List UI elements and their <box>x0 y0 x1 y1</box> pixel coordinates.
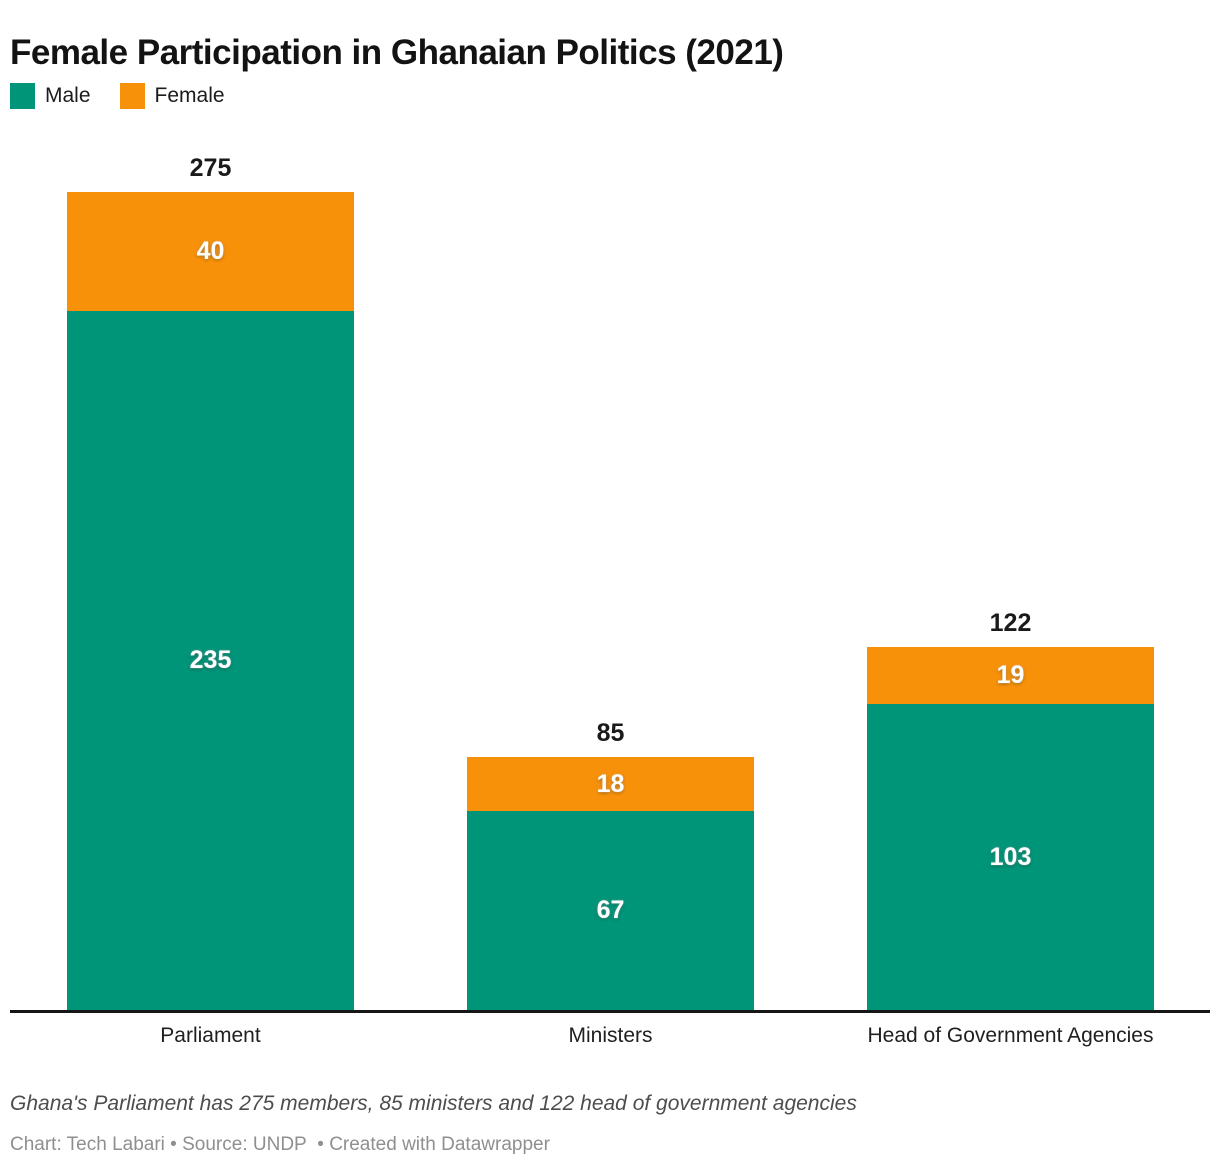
segment-value-label: 40 <box>196 237 225 265</box>
segment-value-label: 18 <box>596 769 625 798</box>
bar-ministers: 85 18 67 <box>467 719 754 1010</box>
segment-male-ministers: 67 <box>467 811 754 1010</box>
total-value-label: 275 <box>189 154 232 182</box>
legend-item-male: Male <box>10 83 91 109</box>
legend-item-female: Female <box>119 83 225 109</box>
bar-parliament: 275 40 235 <box>67 154 354 1010</box>
footnote: Ghana's Parliament has 275 members, 85 m… <box>10 1092 857 1115</box>
x-axis-label-head-of-government-agencies: Head of Government Agencies <box>867 1024 1154 1047</box>
chart-title: Female Participation in Ghanaian Politic… <box>10 33 784 73</box>
bar-head-of-government-agencies: 122 19 103 <box>867 609 1154 1010</box>
total-value-label: 85 <box>596 719 625 747</box>
legend-swatch-female <box>119 83 145 109</box>
x-axis-label-ministers: Ministers <box>568 1024 653 1047</box>
x-axis-line <box>10 1010 1210 1013</box>
segment-value-label: 103 <box>989 842 1032 871</box>
bars-container: 275 40 235 85 18 67 122 19 103 <box>10 0 1210 1010</box>
legend-label: Male <box>45 84 91 107</box>
legend-label: Female <box>154 84 225 107</box>
segment-value-label: 67 <box>596 896 625 924</box>
plot-area: 275 40 235 85 18 67 122 19 103 Parliament Ministe… <box>10 0 1210 1172</box>
legend: Male Female <box>10 83 225 109</box>
segment-male-head-of-government-agencies: 103 <box>867 704 1154 1010</box>
segment-female-head-of-government-agencies: 19 <box>867 647 1154 704</box>
segment-value-label: 235 <box>189 646 232 674</box>
x-axis-label-parliament: Parliament <box>160 1024 261 1047</box>
total-value-label: 122 <box>989 609 1032 637</box>
byline: Chart: Tech Labari • Source: UNDP • Crea… <box>10 1134 550 1155</box>
segment-female-parliament: 40 <box>67 192 354 311</box>
segment-male-parliament: 235 <box>67 311 354 1010</box>
segment-value-label: 19 <box>996 661 1025 689</box>
segment-female-ministers: 18 <box>467 757 754 811</box>
legend-swatch-male <box>10 83 35 109</box>
